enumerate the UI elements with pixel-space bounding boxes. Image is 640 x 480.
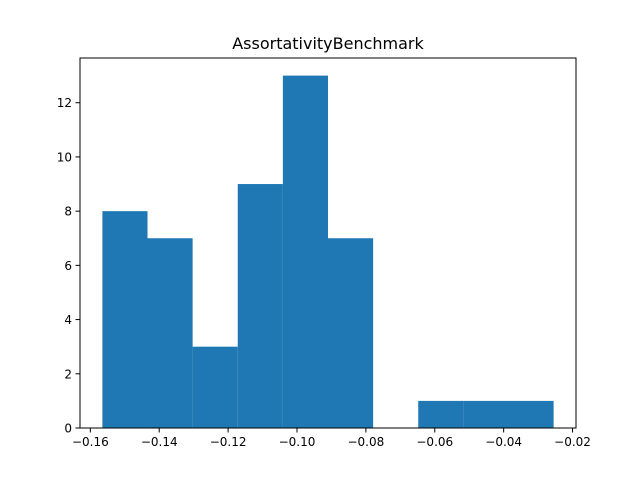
y-tick-label: 6 (64, 259, 72, 273)
histogram-bar (192, 346, 238, 428)
histogram-bar (418, 400, 464, 428)
x-tick-label: −0.06 (416, 435, 453, 449)
axes-frame (79, 57, 577, 429)
x-tick-label: −0.04 (485, 435, 522, 449)
histogram-bar (147, 238, 193, 428)
histogram-bar (237, 184, 283, 428)
x-tick-label: −0.08 (347, 435, 384, 449)
x-tick-label: −0.14 (141, 435, 178, 449)
x-tick-label: −0.16 (72, 435, 109, 449)
histogram-bar (463, 400, 509, 428)
x-tick-label: −0.02 (554, 435, 591, 449)
bars-layer (102, 75, 554, 428)
y-axis: 0 2 4 6 8 10 12 (57, 96, 80, 436)
histogram-bar (328, 238, 374, 428)
y-tick-label: 0 (64, 422, 72, 436)
x-tick-label: −0.10 (279, 435, 316, 449)
y-tick-label: 2 (64, 367, 72, 381)
histogram-bar (508, 400, 554, 428)
y-tick-label: 4 (64, 313, 72, 327)
y-tick-label: 8 (64, 205, 72, 219)
chart-title: AssortativityBenchmark (232, 34, 424, 53)
y-tick-label: 10 (57, 150, 72, 164)
y-tick-label: 12 (57, 96, 72, 110)
x-tick-label: −0.12 (210, 435, 247, 449)
histogram-bar (282, 75, 328, 428)
histogram-bar (102, 211, 148, 428)
x-axis: −0.16 −0.14 −0.12 −0.10 −0.08 −0.06 −0.04 −0.02 (72, 428, 591, 449)
